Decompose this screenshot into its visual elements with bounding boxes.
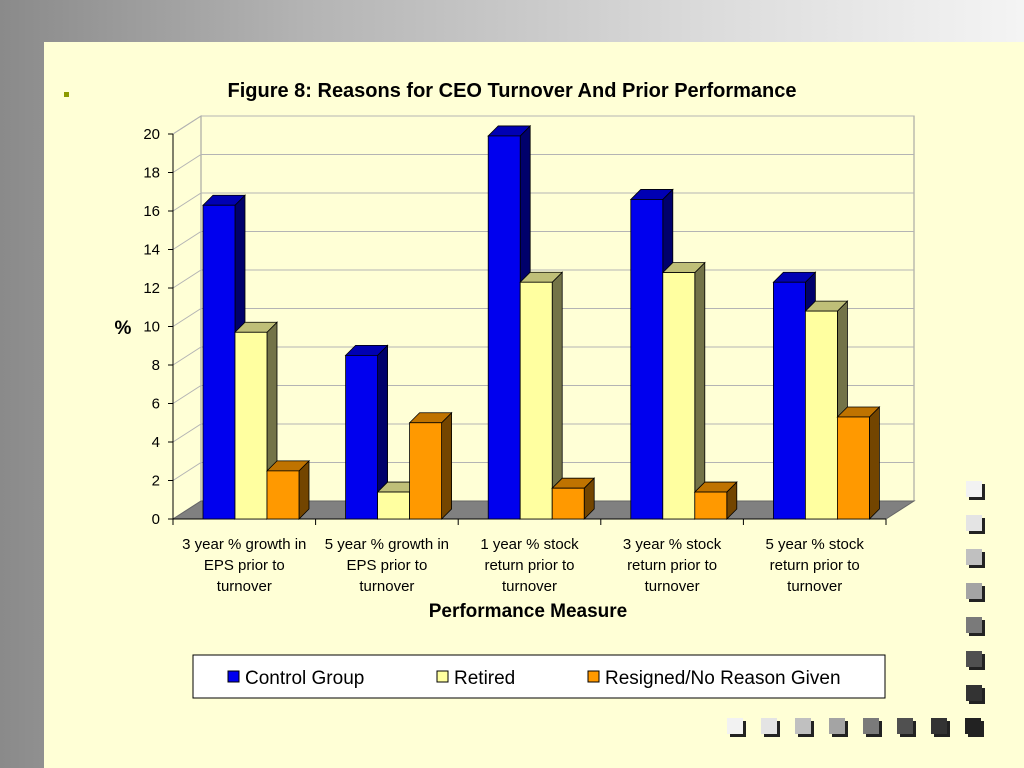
y-tick-label: 20	[143, 126, 160, 143]
x-tick-label: 3 year % growth in EPS prior to turnover	[182, 536, 306, 595]
x-tick-label: 3 year % stock return prior to turnover	[623, 536, 722, 595]
gridline	[172, 154, 914, 173]
bar-resigned-no-reason-given	[836, 406, 881, 520]
legend-entry: Resigned/No Reason Given	[605, 668, 841, 689]
legend-entry: Control Group	[245, 668, 364, 689]
y-tick-label: 0	[152, 511, 160, 528]
decorative-square	[965, 718, 984, 737]
bar-control-group	[344, 344, 389, 520]
decorative-square	[966, 617, 985, 636]
bar-resigned-no-reason-given	[693, 481, 738, 520]
bar-retired	[661, 261, 706, 520]
decorative-square	[966, 685, 985, 704]
y-axis-label: %	[115, 318, 132, 339]
bar-retired	[519, 271, 564, 520]
y-tick-label: 2	[152, 473, 160, 490]
y-tick-label: 14	[143, 242, 160, 259]
decorative-square	[966, 549, 985, 568]
bullet-marker	[64, 92, 69, 97]
y-tick-label: 4	[152, 434, 160, 451]
legend-entry: Retired	[454, 668, 515, 689]
decorative-square	[966, 515, 985, 534]
legend-box	[192, 654, 886, 699]
y-tick-label: 18	[143, 165, 160, 182]
gridline	[172, 231, 914, 250]
x-tick-label: 5 year % growth in EPS prior to turnover	[325, 536, 449, 595]
legend-swatch	[227, 670, 240, 683]
bar-control-group	[202, 194, 246, 520]
decorative-square	[966, 651, 985, 670]
legend-swatch	[587, 670, 600, 683]
decorative-square	[863, 718, 882, 737]
bar-resigned-no-reason-given	[266, 459, 310, 520]
decorative-square	[795, 718, 814, 737]
bar-retired	[804, 300, 849, 520]
x-tick-label: 5 year % stock return prior to turnover	[766, 536, 865, 595]
y-tick-label: 8	[152, 357, 160, 374]
decorative-square	[761, 718, 780, 737]
decorative-square	[931, 718, 950, 737]
x-tick-label: 1 year % stock return prior to turnover	[480, 536, 579, 595]
gridline	[172, 192, 914, 212]
legend: Control Group Retired Resigned/No Reason G…	[192, 654, 886, 699]
decorative-square	[727, 718, 746, 737]
bar-resigned-no-reason-given	[408, 411, 453, 520]
y-tick-label: 12	[143, 280, 160, 297]
bar-resigned-no-reason-given	[551, 477, 596, 520]
y-tick-label: 6	[152, 396, 160, 413]
decorative-square	[966, 481, 985, 500]
decorative-square	[897, 718, 916, 737]
y-tick-label: 16	[143, 203, 160, 220]
legend-swatch	[436, 670, 449, 683]
decorative-square	[829, 718, 848, 737]
plot-area: 0 2 4 6 8 10 12 14 16 18 20 3 year % growth in EPS p…	[143, 115, 916, 595]
x-axis-label: Performance Measure	[429, 601, 628, 622]
gridline	[172, 115, 914, 135]
chart-title: Figure 8: Reasons for CEO Turnover And P…	[227, 80, 796, 102]
y-tick-label: 10	[143, 319, 160, 336]
decorative-square	[966, 583, 985, 602]
